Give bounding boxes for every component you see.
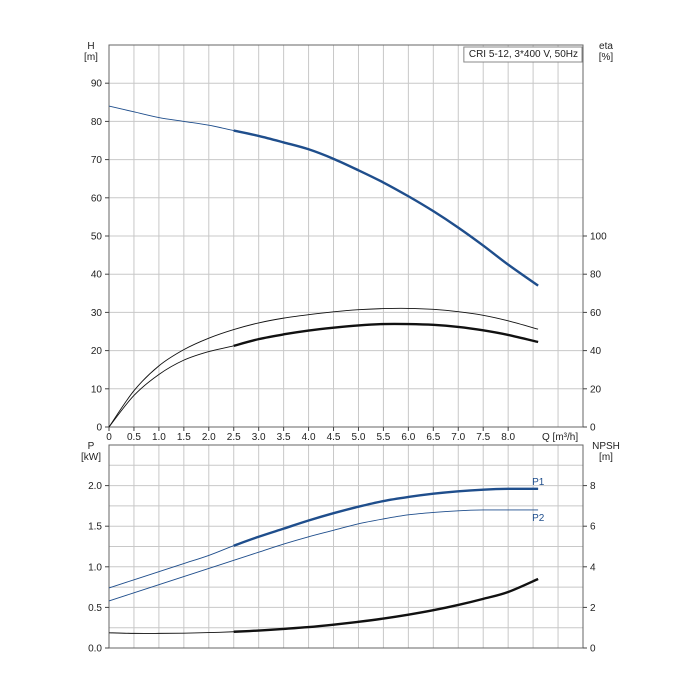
bottom-series-p1-line bbox=[108, 488, 539, 589]
x-tick-label: 2.5 bbox=[227, 432, 241, 443]
bottom-right-tick-label: 8 bbox=[590, 481, 596, 492]
bottom-left-tick-label: 1.0 bbox=[88, 562, 102, 573]
top-right-tick-label: 0 bbox=[590, 423, 596, 434]
x-tick-label: 3.0 bbox=[252, 432, 266, 443]
top-right-tick-label: 80 bbox=[590, 270, 602, 281]
top-right-tick-label: 20 bbox=[590, 384, 602, 395]
top-left-tick-label: 0 bbox=[96, 423, 102, 434]
top-left-tick-label: 90 bbox=[91, 79, 103, 90]
bottom-left-tick-label: 2.0 bbox=[88, 481, 102, 492]
x-axis-label: Q [m³/h] bbox=[542, 432, 578, 443]
bottom-left-tick-label: 1.5 bbox=[88, 522, 102, 533]
top-left-tick-label: 20 bbox=[91, 346, 103, 357]
top-series-1-line bbox=[108, 307, 539, 428]
x-tick-label: 6.5 bbox=[426, 432, 440, 443]
top-left-tick-label: 60 bbox=[91, 193, 103, 204]
bottom-series-2-duty-range bbox=[233, 577, 539, 633]
bottom-series-p2-label: P2 bbox=[532, 513, 545, 524]
bottom-plot-frame bbox=[108, 444, 584, 649]
x-tick-label: 0 bbox=[106, 432, 112, 443]
legend-box-text: CRI 5-12, 3*400 V, 50Hz bbox=[469, 49, 578, 60]
bottom-right-tick-label: 4 bbox=[590, 562, 596, 573]
top-left-axis-unit: [m] bbox=[84, 52, 98, 63]
bottom-series-p1-duty-range bbox=[233, 487, 539, 547]
top-right-tick-label: 40 bbox=[590, 346, 602, 357]
top-right-axis-label: eta bbox=[599, 41, 613, 52]
bottom-right-axis-label: NPSH bbox=[592, 441, 620, 452]
top-right-tick-label: 60 bbox=[590, 308, 602, 319]
bottom-series-p2-line bbox=[108, 509, 539, 602]
bottom-right-tick-label: 0 bbox=[590, 644, 596, 655]
top-series-0-line bbox=[108, 105, 539, 287]
x-tick-label: 4.5 bbox=[327, 432, 341, 443]
bottom-left-axis-unit: [kW] bbox=[81, 452, 101, 463]
x-tick-label: 0.5 bbox=[127, 432, 141, 443]
bottom-left-tick-label: 0.5 bbox=[88, 603, 102, 614]
x-tick-label: 1.0 bbox=[152, 432, 166, 443]
x-tick-label: 5.0 bbox=[352, 432, 366, 443]
top-series-0-duty-range bbox=[233, 129, 539, 287]
top-series-2-duty-range bbox=[233, 322, 539, 347]
bottom-right-tick-label: 2 bbox=[590, 603, 596, 614]
bottom-right-axis-unit: [m] bbox=[599, 452, 613, 463]
x-tick-label: 8.0 bbox=[501, 432, 515, 443]
x-tick-label: 4.0 bbox=[302, 432, 316, 443]
x-tick-label: 7.0 bbox=[451, 432, 465, 443]
bottom-right-tick-label: 6 bbox=[590, 522, 596, 533]
top-left-tick-label: 30 bbox=[91, 308, 103, 319]
x-tick-label: 3.5 bbox=[277, 432, 291, 443]
bottom-series-p1-label: P1 bbox=[532, 477, 545, 488]
legend-box bbox=[463, 46, 583, 63]
top-series-2-line bbox=[108, 323, 539, 428]
top-left-axis-label: H bbox=[87, 41, 94, 52]
top-left-tick-label: 50 bbox=[91, 232, 103, 243]
bottom-left-tick-label: 0.0 bbox=[88, 644, 102, 655]
top-left-tick-label: 80 bbox=[91, 117, 103, 128]
top-left-tick-label: 10 bbox=[91, 384, 103, 395]
x-tick-label: 7.5 bbox=[476, 432, 490, 443]
top-right-tick-label: 100 bbox=[590, 232, 607, 243]
bottom-left-axis-label: P bbox=[88, 441, 95, 452]
x-tick-label: 5.5 bbox=[376, 432, 390, 443]
x-tick-label: 2.0 bbox=[202, 432, 216, 443]
top-right-axis-unit: [%] bbox=[599, 52, 614, 63]
top-left-tick-label: 40 bbox=[91, 270, 103, 281]
x-tick-label: 6.0 bbox=[401, 432, 415, 443]
x-tick-label: 1.5 bbox=[177, 432, 191, 443]
top-left-tick-label: 70 bbox=[91, 155, 103, 166]
